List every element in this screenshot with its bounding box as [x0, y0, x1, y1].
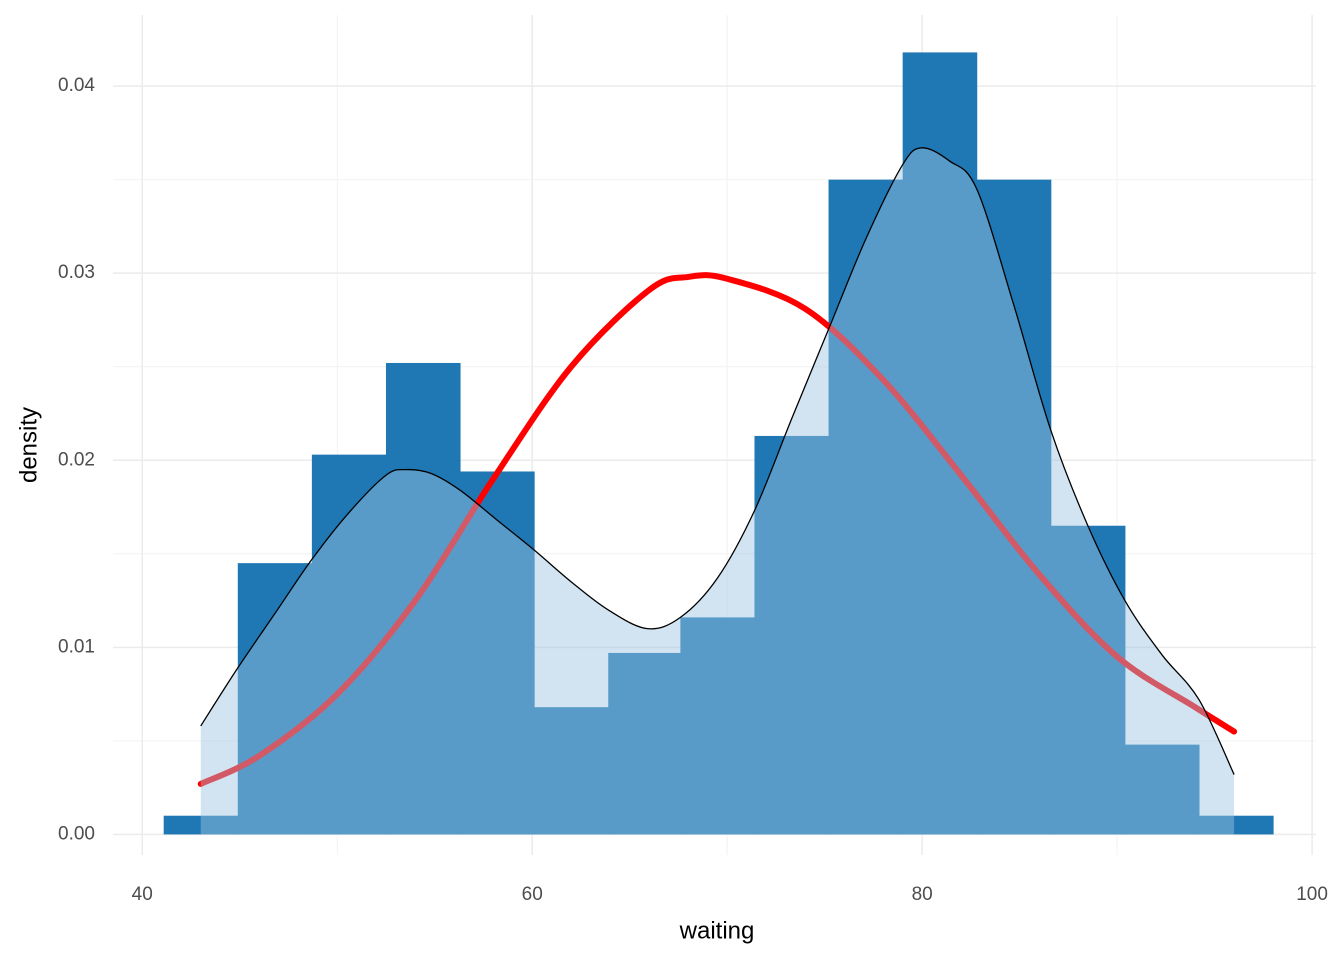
y-tick-label: 0.03 [58, 262, 95, 283]
bar [608, 652, 681, 835]
bar [385, 362, 461, 835]
bar [828, 179, 904, 835]
y-tick-label: 0.04 [58, 75, 95, 96]
density-area [200, 147, 1235, 835]
bar [902, 52, 978, 835]
bar [534, 707, 609, 835]
bar [237, 563, 313, 835]
bar [1199, 815, 1274, 835]
bar [1050, 525, 1126, 835]
bar [1124, 744, 1200, 835]
y-axis-title: density [15, 407, 42, 483]
y-tick-label: 0.01 [58, 636, 95, 657]
x-tick-label: 100 [1296, 884, 1328, 905]
x-tick-label: 40 [132, 884, 153, 905]
x-tick-label: 60 [522, 884, 543, 905]
x-tick-label: 80 [912, 884, 933, 905]
bar [311, 454, 387, 835]
bar [754, 435, 830, 835]
y-tick-label: 0.00 [58, 823, 95, 844]
density-curve [200, 147, 1235, 775]
bar [163, 815, 239, 835]
bar [680, 617, 755, 835]
y-tick-label: 0.02 [58, 449, 95, 470]
bar [460, 471, 535, 835]
x-axis-title: waiting [679, 917, 755, 944]
normal-curve [197, 272, 1238, 787]
